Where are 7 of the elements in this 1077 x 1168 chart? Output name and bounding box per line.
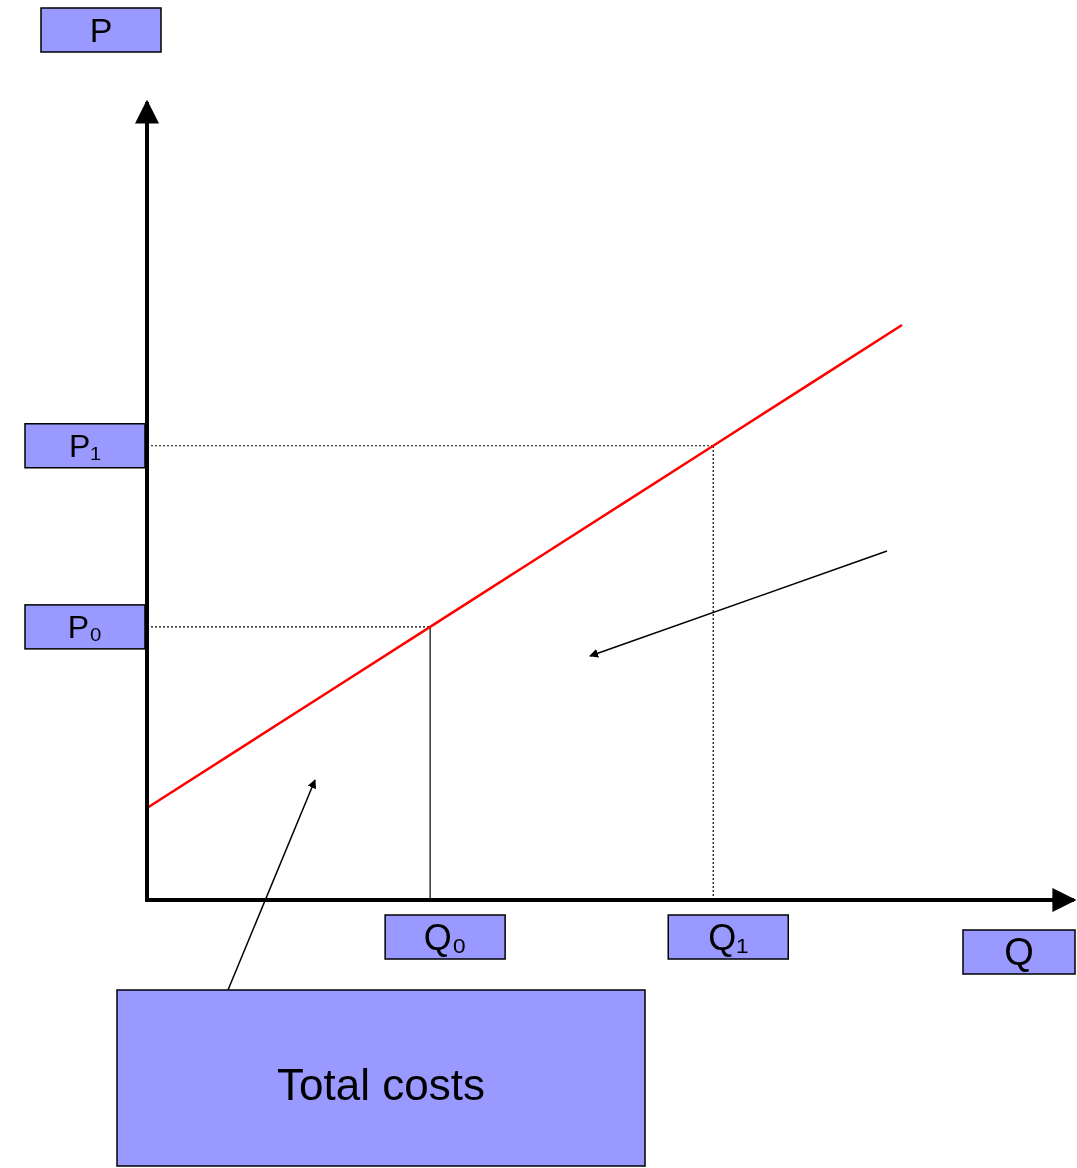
ref-line-label: P₁ bbox=[68, 427, 102, 464]
text: Total costs bbox=[277, 1059, 485, 1109]
ref-line-label: P₀ bbox=[67, 608, 103, 645]
x-tick-label: Q₀ bbox=[423, 916, 467, 958]
text: P bbox=[89, 11, 113, 49]
x-tick-label: Q₁ bbox=[708, 916, 749, 958]
x-axis-title: Q bbox=[1004, 931, 1034, 973]
